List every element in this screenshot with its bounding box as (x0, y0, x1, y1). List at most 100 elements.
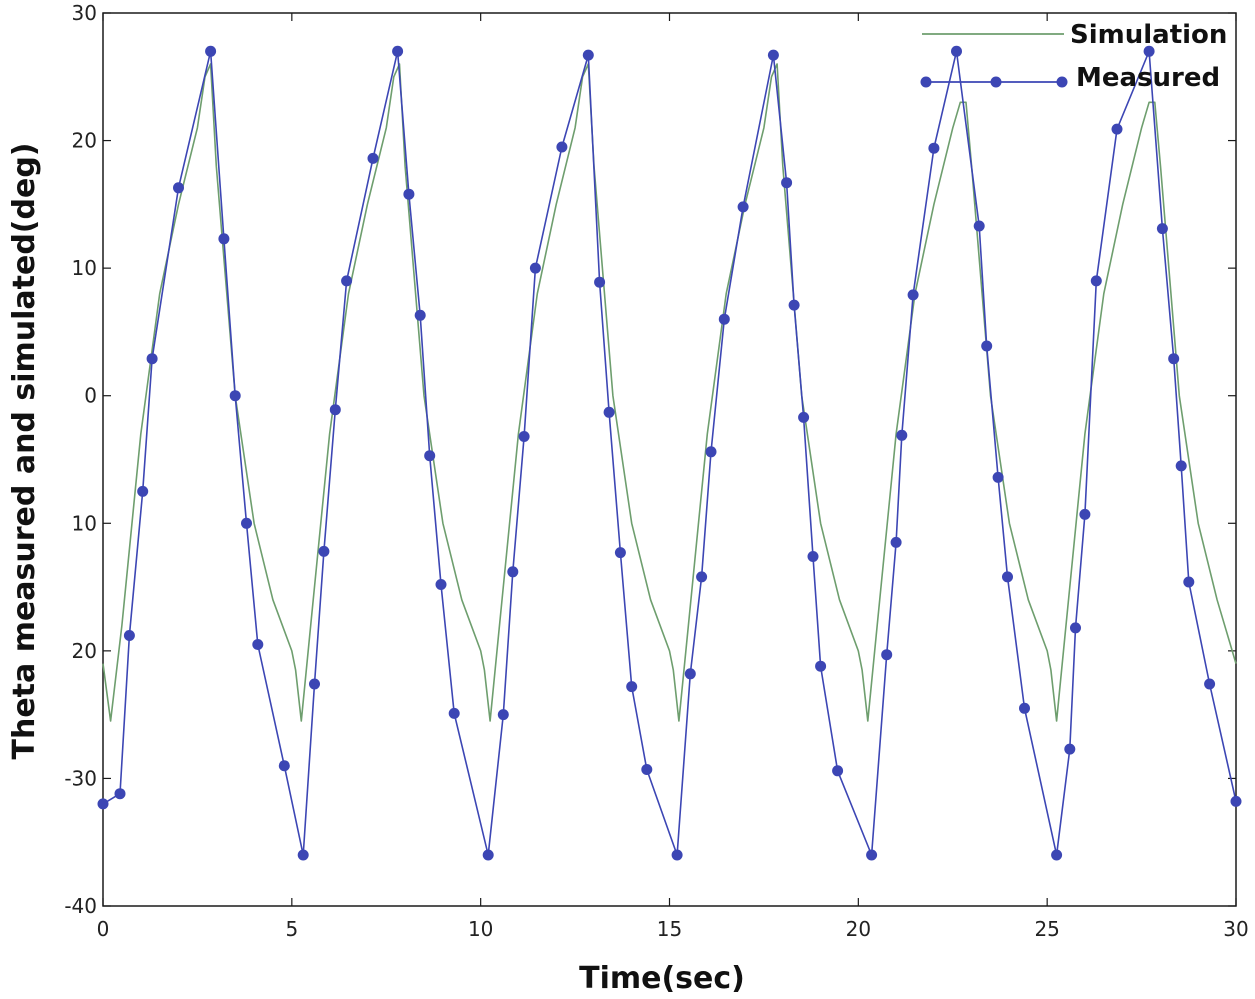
y-tick-label-3: 0 (84, 384, 97, 408)
legend-measured-label: Measured (1076, 63, 1220, 93)
y-tick-label-5: 20 (72, 639, 97, 663)
measured-point-46 (807, 551, 819, 562)
measured-point-4 (146, 353, 158, 365)
simulation-series-line (102, 63, 1237, 722)
measured-point-68 (1156, 223, 1168, 235)
x-axis-title: Time(sec) (579, 961, 745, 996)
measured-point-25 (497, 709, 509, 721)
measured-point-40 (718, 313, 730, 325)
measured-point-32 (603, 406, 615, 418)
measured-point-1 (114, 788, 126, 800)
measured-point-11 (278, 760, 290, 772)
measured-point-9 (241, 517, 252, 529)
measured-point-7 (218, 233, 230, 245)
measured-point-36 (671, 849, 683, 861)
measured-point-50 (881, 649, 893, 661)
y-tick-label-0: 30 (72, 1, 97, 25)
x-tick-label-5: 25 (1034, 917, 1059, 941)
measured-point-35 (641, 764, 653, 775)
measured-point-8 (229, 390, 241, 402)
measured-point-15 (329, 404, 341, 416)
measured-point-20 (414, 309, 426, 321)
measured-point-52 (896, 429, 908, 441)
measured-point-10 (252, 639, 264, 650)
legend-simulation-label: Simulation (1070, 20, 1227, 50)
measured-point-6 (205, 45, 217, 57)
x-tick-label-2: 10 (468, 917, 493, 941)
measured-point-49 (866, 849, 878, 861)
x-tick-label-1: 5 (285, 917, 298, 941)
measured-point-18 (392, 45, 404, 57)
measured-point-45 (798, 411, 810, 423)
measured-point-33 (614, 547, 626, 559)
legend-measured-marker-2 (990, 76, 1002, 88)
measured-point-26 (507, 566, 519, 578)
measured-point-72 (1204, 678, 1216, 690)
measured-point-3 (137, 485, 149, 497)
measured-point-44 (788, 299, 800, 311)
measured-series-line (102, 50, 1237, 856)
x-axis-ticks: 0 5 10 15 20 25 30 (97, 13, 1249, 941)
measured-point-19 (403, 188, 415, 200)
measured-point-54 (928, 142, 940, 154)
measured-point-61 (1051, 849, 1063, 861)
measured-point-42 (767, 49, 779, 61)
measured-point-59 (1002, 571, 1013, 583)
y-tick-label-4: 10 (72, 511, 97, 535)
measured-point-5 (173, 182, 184, 194)
measured-point-14 (318, 545, 330, 557)
measured-point-38 (696, 571, 708, 583)
measured-point-57 (981, 340, 993, 352)
measured-point-16 (341, 275, 353, 287)
measured-point-0 (97, 798, 109, 810)
measured-point-67 (1143, 45, 1155, 57)
measured-point-31 (594, 276, 606, 288)
measured-point-41 (737, 201, 749, 213)
measured-point-62 (1064, 743, 1076, 755)
x-tick-label-6: 30 (1223, 917, 1248, 941)
measured-point-55 (951, 45, 962, 57)
measured-point-30 (582, 49, 594, 61)
measured-point-43 (781, 177, 793, 189)
x-tick-label-0: 0 (97, 917, 110, 941)
measured-point-73 (1230, 795, 1242, 807)
series-layer (97, 45, 1242, 861)
y-axis-ticks: 30 20 10 0 10 20 -30 -40 (64, 1, 1236, 918)
x-tick-label-4: 20 (846, 917, 871, 941)
measured-point-51 (890, 536, 902, 548)
measured-point-60 (1019, 702, 1030, 714)
measured-point-70 (1175, 460, 1187, 472)
y-tick-label-6: -30 (64, 766, 97, 790)
measured-point-48 (832, 765, 844, 777)
legend: Simulation Measured (920, 20, 1227, 93)
measured-point-63 (1070, 622, 1081, 634)
measured-point-13 (309, 678, 320, 690)
measured-point-47 (815, 660, 827, 672)
measured-point-39 (705, 446, 717, 458)
measured-point-22 (435, 579, 447, 590)
measured-point-34 (626, 681, 638, 693)
measured-point-12 (297, 849, 309, 861)
measured-point-24 (482, 849, 494, 861)
measured-point-69 (1168, 353, 1180, 365)
measured-point-23 (448, 707, 460, 719)
measured-point-53 (907, 289, 919, 301)
measured-point-21 (424, 450, 436, 462)
measured-point-2 (123, 630, 135, 641)
x-tick-label-3: 15 (657, 917, 682, 941)
y-tick-label-2: 10 (72, 256, 97, 280)
measured-point-64 (1079, 508, 1091, 520)
y-tick-label-7: -40 (64, 894, 97, 918)
legend-measured-marker-3 (1056, 76, 1068, 88)
legend-measured-marker-1 (920, 76, 932, 88)
measured-point-28 (529, 262, 541, 274)
measured-point-65 (1090, 275, 1102, 287)
y-axis-title: Theta measured and simulated(deg) (7, 142, 42, 759)
measured-point-29 (556, 141, 568, 153)
measured-point-71 (1183, 576, 1195, 588)
measured-point-37 (684, 668, 696, 680)
measured-point-17 (367, 152, 379, 164)
measured-point-58 (992, 471, 1004, 483)
measured-point-66 (1111, 123, 1123, 135)
